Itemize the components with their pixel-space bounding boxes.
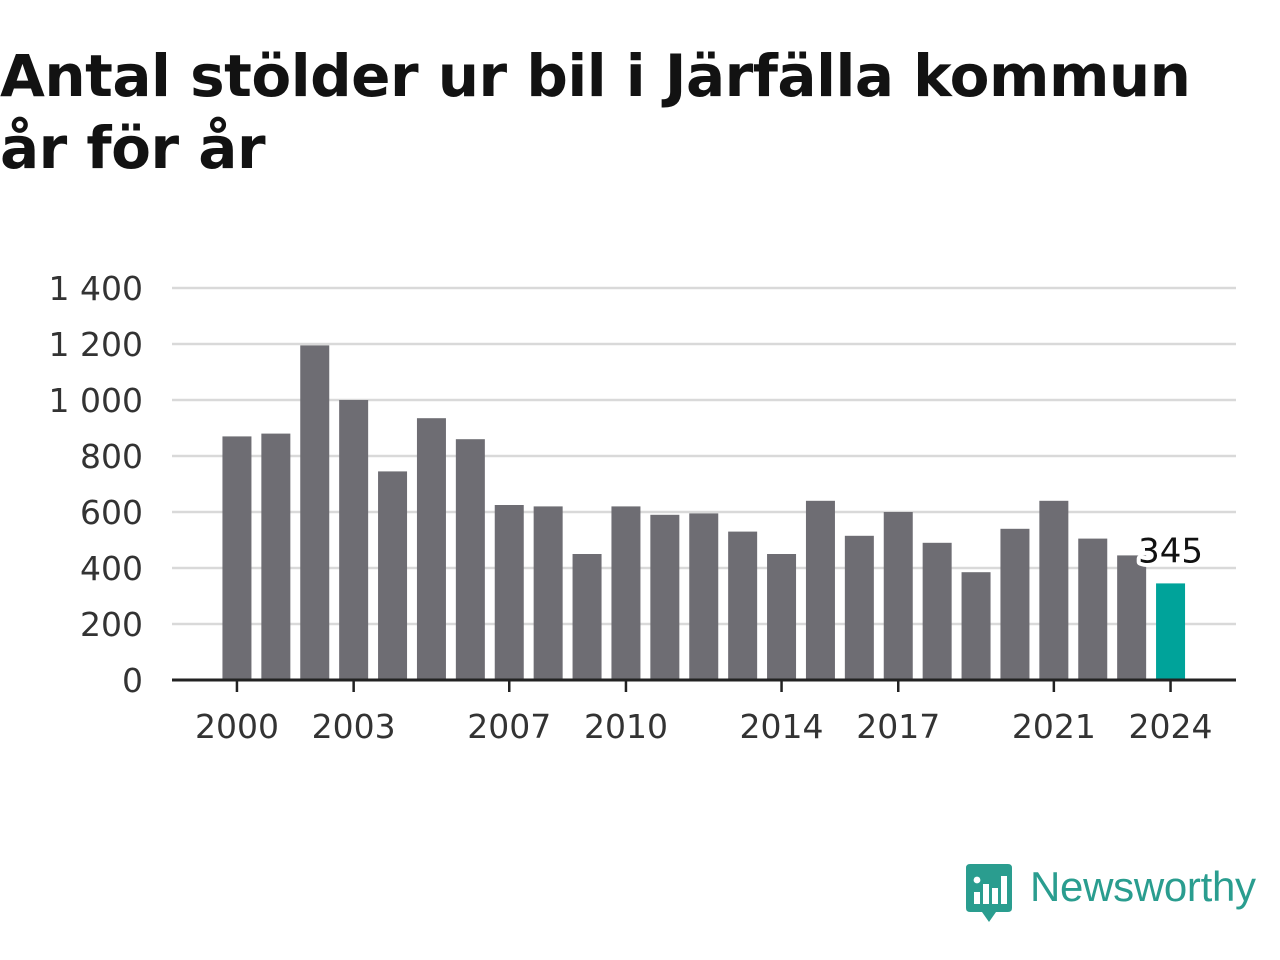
bar-2008 [533,506,563,680]
bar-2005 [416,418,446,680]
y-tick-label: 800 [80,437,143,476]
x-tick-label: 2000 [195,707,279,746]
y-tick-label: 1 400 [49,269,143,308]
chart-title: Antal stölder ur bil i Järfälla kommun å… [0,42,1191,182]
y-tick-label: 1 200 [49,325,143,364]
bar-2007 [494,505,524,680]
bar-2001 [261,433,291,680]
brand: Newsworthy [962,862,1256,928]
bar-2000 [222,436,252,680]
bar-2021 [1039,500,1069,680]
bar-2004 [378,471,408,680]
bar-2010 [611,506,641,680]
bar-2019 [961,572,991,680]
brand-name: Newsworthy [1030,863,1256,910]
x-tick-label: 2010 [584,707,668,746]
bar-2020 [1000,528,1030,680]
x-tick-label: 2024 [1129,707,1213,746]
newsworthy-logo-icon [966,864,1012,922]
bar-2002 [300,345,330,680]
y-tick-label: 400 [80,549,143,588]
axes [172,678,1236,692]
y-tick-label: 600 [80,493,143,532]
highlight-data-label: 345 [1138,531,1203,571]
y-tick-label: 200 [80,605,143,644]
bar-2015 [805,500,835,680]
x-tick-label: 2014 [740,707,824,746]
x-tick-label: 2007 [467,707,551,746]
bar-2023 [1117,555,1147,680]
bar-2009 [572,554,602,680]
bars [222,345,1186,680]
bar-2016 [844,535,874,680]
y-tick-label: 0 [122,661,143,700]
bar-2024 [1156,583,1186,680]
bar-2018 [922,542,952,680]
labels: 0 200 400 600 800 1 000 1 200 1 400 2000 2003 2007… [49,269,1213,746]
bar-2013 [728,531,758,680]
bar-2006 [455,439,485,680]
bar-2011 [650,514,680,680]
bar-2017 [883,512,913,680]
bar-2003 [339,400,369,680]
bar-2022 [1078,538,1108,680]
bar-2012 [689,513,719,680]
x-tick-label: 2021 [1012,707,1096,746]
x-tick-label: 2017 [856,707,940,746]
x-tick-label: 2003 [312,707,396,746]
bar-2014 [767,554,797,680]
y-tick-label: 1 000 [49,381,143,420]
